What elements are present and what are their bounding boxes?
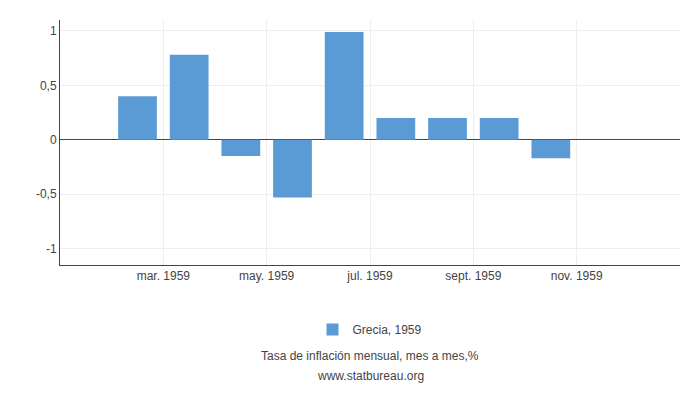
svg-text:-0,5: -0,5 <box>36 187 57 201</box>
svg-text:nov. 1959: nov. 1959 <box>551 269 603 283</box>
svg-text:0,5: 0,5 <box>40 79 57 93</box>
svg-text:mar. 1959: mar. 1959 <box>137 269 191 283</box>
svg-text:1: 1 <box>50 24 57 38</box>
svg-text:Grecia, 1959: Grecia, 1959 <box>353 323 422 337</box>
svg-text:Tasa de inflación mensual, mes: Tasa de inflación mensual, mes a mes,% <box>261 349 479 363</box>
svg-text:sept. 1959: sept. 1959 <box>445 269 501 283</box>
svg-text:-1: -1 <box>46 242 57 256</box>
svg-text:0: 0 <box>50 133 57 147</box>
svg-text:may. 1959: may. 1959 <box>239 269 294 283</box>
svg-text:www.statbureau.org: www.statbureau.org <box>317 369 424 383</box>
svg-text:jul. 1959: jul. 1959 <box>346 269 393 283</box>
